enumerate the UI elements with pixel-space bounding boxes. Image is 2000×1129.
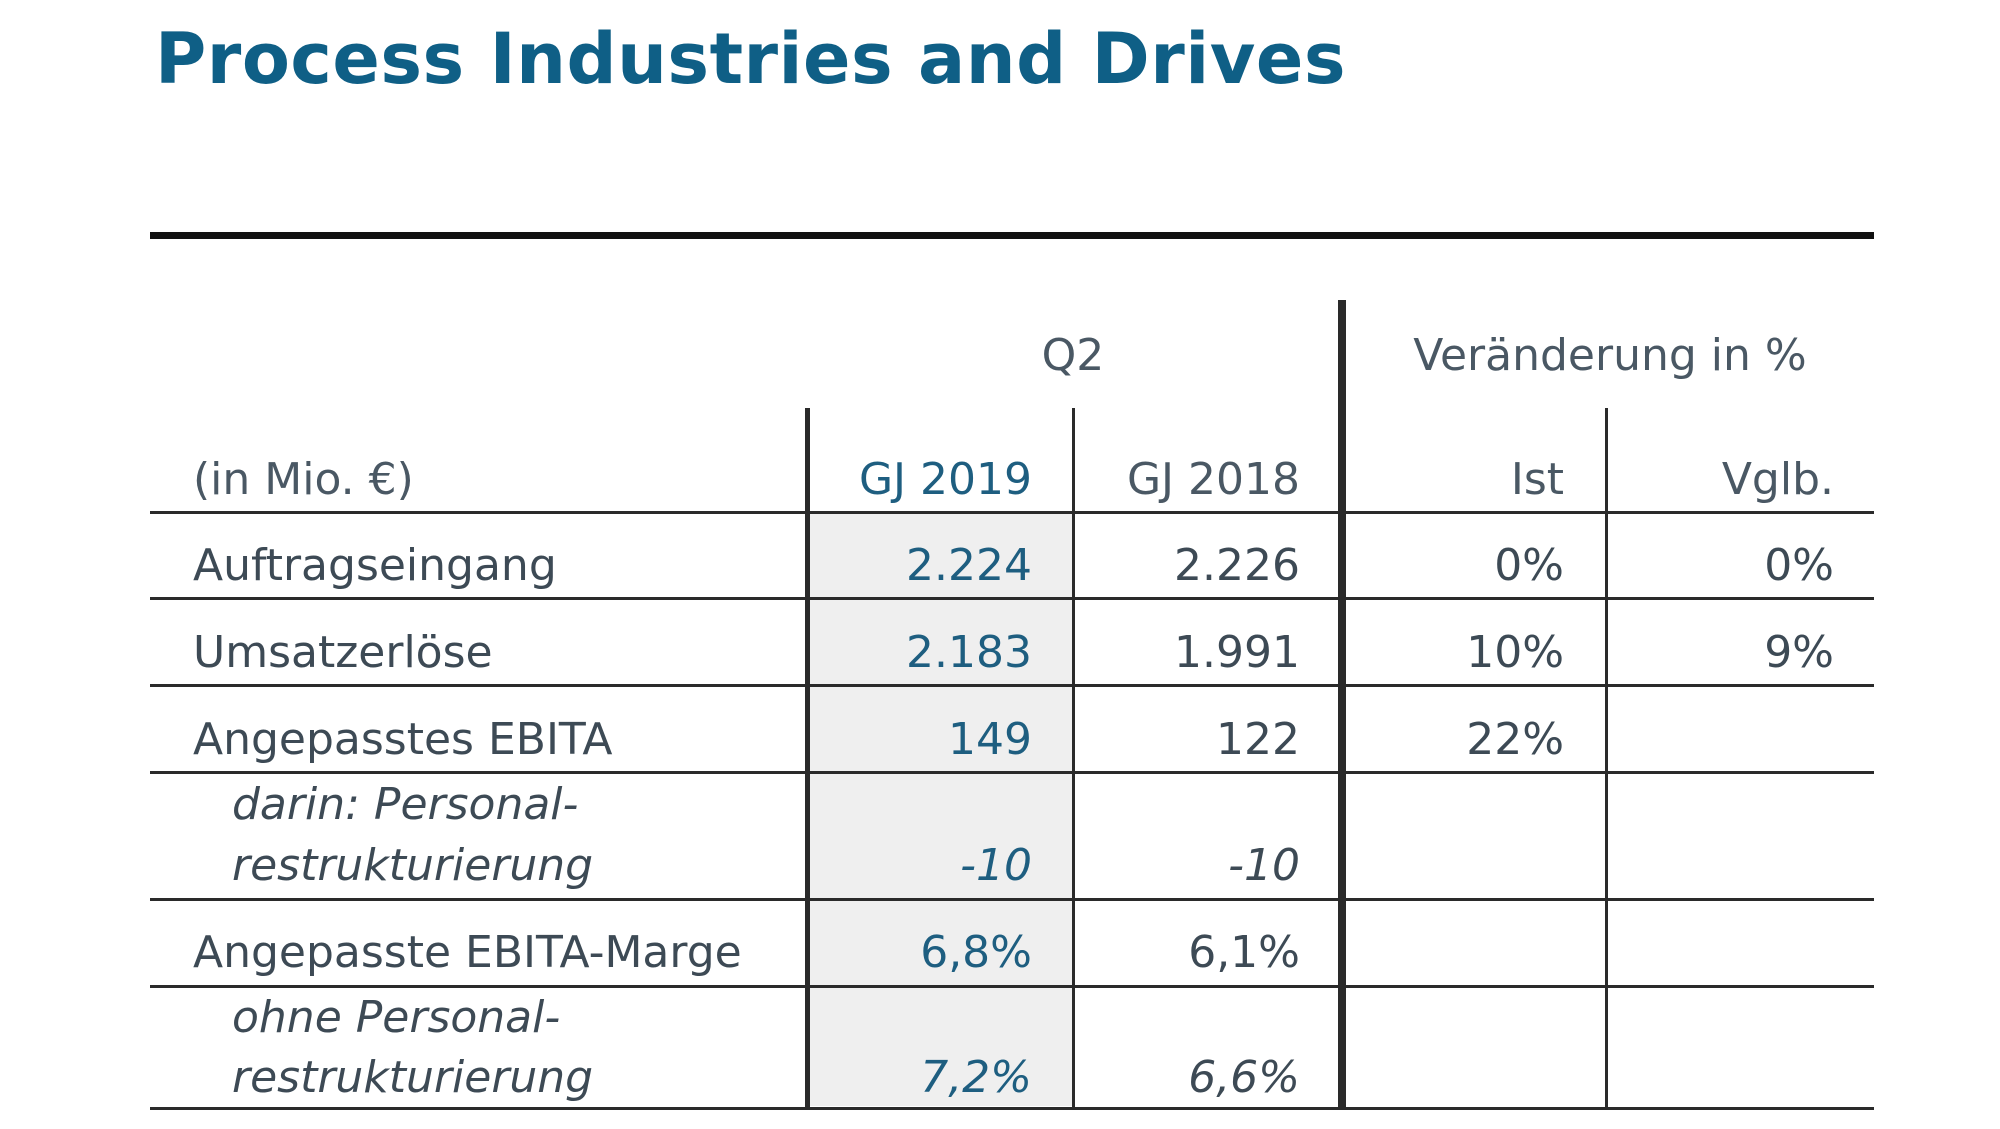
row-label-line2: restrukturierung <box>232 840 594 891</box>
cell-fy2018: 6,6% <box>1188 1052 1300 1103</box>
cell-fy2018: 122 <box>1216 714 1300 765</box>
cell-fy2019: 7,2% <box>920 1052 1032 1103</box>
row-label: Auftragseingang <box>193 540 557 591</box>
header-actual: Ist <box>1510 454 1564 505</box>
cell-actual: 0% <box>1494 540 1564 591</box>
header-fy2018: GJ 2018 <box>1126 454 1300 505</box>
top-rule <box>150 232 1874 239</box>
row-divider <box>150 898 1874 901</box>
row-label: Angepasste EBITA-Marge <box>193 927 742 978</box>
row-divider <box>150 684 1874 687</box>
cell-fy2019: 2.224 <box>906 540 1032 591</box>
row-label-line1: ohne Personal- <box>232 992 561 1043</box>
row-label: Angepasstes EBITA <box>193 714 613 765</box>
cell-fy2019: 2.183 <box>906 627 1032 678</box>
cell-comparable: 9% <box>1764 627 1834 678</box>
column-divider <box>805 408 810 1110</box>
column-divider <box>1605 408 1608 1110</box>
cell-fy2018: 2.226 <box>1174 540 1300 591</box>
row-label-line2: restrukturierung <box>232 1052 594 1103</box>
cell-fy2018: 6,1% <box>1188 927 1300 978</box>
row-divider <box>150 597 1874 600</box>
header-q2: Q2 <box>1041 330 1105 381</box>
cell-actual: 22% <box>1466 714 1564 765</box>
cell-fy2018: -10 <box>1228 840 1300 891</box>
cell-fy2019: 6,8% <box>920 927 1032 978</box>
cell-comparable: 0% <box>1764 540 1834 591</box>
cell-actual: 10% <box>1466 627 1564 678</box>
row-label-line1: darin: Personal- <box>232 779 579 830</box>
fy2019-column-shading <box>808 514 1072 1106</box>
row-divider <box>150 985 1874 988</box>
header-comparable: Vglb. <box>1721 454 1834 505</box>
group-divider <box>1338 300 1346 1110</box>
header-change-percent: Veränderung in % <box>1413 330 1807 381</box>
cell-fy2019: 149 <box>948 714 1032 765</box>
page-title: Process Industries and Drives <box>155 18 1346 100</box>
table-bottom-rule <box>150 1107 1874 1110</box>
header-unit: (in Mio. €) <box>193 454 414 505</box>
row-label: Umsatzerlöse <box>193 627 493 678</box>
header-fy2019: GJ 2019 <box>858 454 1032 505</box>
column-divider <box>1072 408 1075 1110</box>
cell-fy2019: -10 <box>960 840 1032 891</box>
row-divider <box>150 771 1874 774</box>
cell-fy2018: 1.991 <box>1174 627 1300 678</box>
header-divider <box>150 511 1874 514</box>
